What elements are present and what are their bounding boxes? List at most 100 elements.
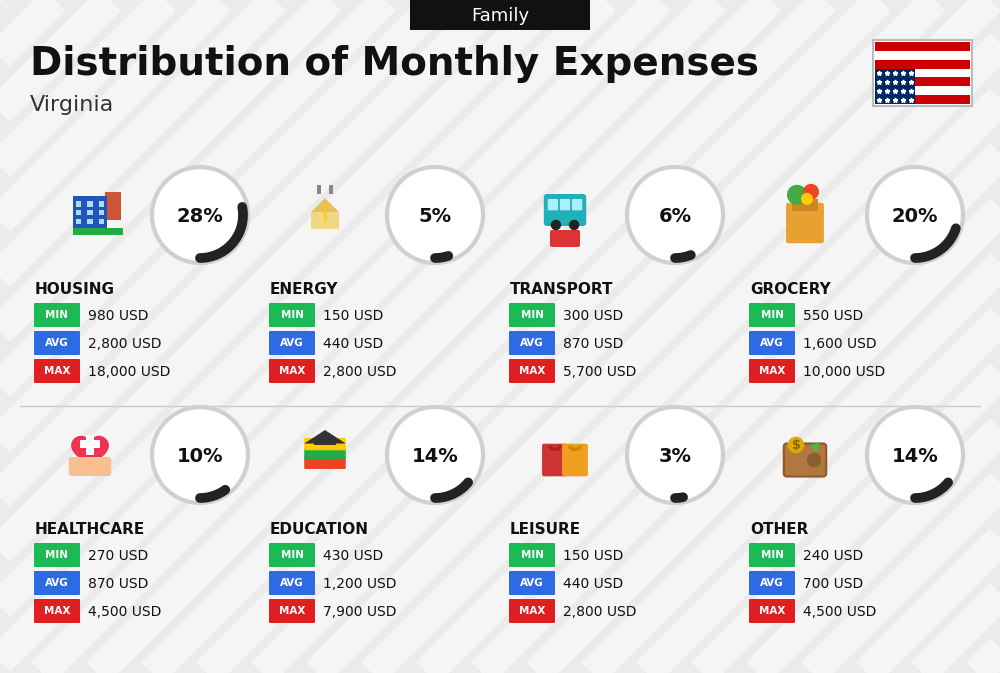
FancyBboxPatch shape — [509, 331, 555, 355]
Text: 2,800 USD: 2,800 USD — [88, 336, 162, 351]
Circle shape — [867, 407, 963, 503]
FancyBboxPatch shape — [269, 543, 315, 567]
Text: AVG: AVG — [280, 339, 304, 349]
FancyBboxPatch shape — [87, 219, 93, 223]
FancyBboxPatch shape — [560, 199, 570, 211]
FancyBboxPatch shape — [548, 199, 558, 211]
Text: 1,600 USD: 1,600 USD — [803, 336, 877, 351]
FancyBboxPatch shape — [786, 203, 824, 243]
Text: EDUCATION: EDUCATION — [270, 522, 369, 538]
FancyBboxPatch shape — [542, 444, 568, 476]
Text: MIN: MIN — [520, 551, 544, 561]
Text: 300 USD: 300 USD — [563, 308, 623, 322]
Text: 440 USD: 440 USD — [323, 336, 383, 351]
Text: HEALTHCARE: HEALTHCARE — [35, 522, 145, 538]
FancyBboxPatch shape — [875, 69, 970, 77]
Text: MAX: MAX — [279, 367, 305, 376]
Text: AVG: AVG — [45, 579, 69, 588]
FancyBboxPatch shape — [749, 359, 795, 383]
Circle shape — [801, 192, 813, 205]
Text: MAX: MAX — [519, 367, 545, 376]
Text: TRANSPORT: TRANSPORT — [510, 283, 614, 297]
Circle shape — [569, 220, 579, 230]
Text: 980 USD: 980 USD — [88, 308, 148, 322]
FancyBboxPatch shape — [87, 201, 93, 207]
FancyBboxPatch shape — [99, 219, 104, 223]
FancyBboxPatch shape — [875, 51, 970, 60]
Text: MIN: MIN — [280, 310, 304, 320]
FancyBboxPatch shape — [76, 210, 81, 215]
Text: 870 USD: 870 USD — [563, 336, 623, 351]
FancyBboxPatch shape — [875, 60, 970, 69]
FancyBboxPatch shape — [76, 201, 81, 207]
FancyBboxPatch shape — [562, 444, 588, 476]
Text: 4,500 USD: 4,500 USD — [803, 604, 876, 618]
Text: 4,500 USD: 4,500 USD — [88, 604, 161, 618]
Text: MAX: MAX — [279, 606, 305, 616]
FancyBboxPatch shape — [311, 213, 339, 229]
Text: 10%: 10% — [177, 446, 223, 466]
FancyBboxPatch shape — [80, 440, 100, 448]
FancyBboxPatch shape — [509, 543, 555, 567]
Circle shape — [152, 407, 248, 503]
Polygon shape — [311, 198, 339, 213]
Text: MIN: MIN — [761, 310, 784, 320]
FancyBboxPatch shape — [73, 228, 122, 234]
Circle shape — [807, 453, 821, 467]
Text: MIN: MIN — [280, 551, 304, 561]
Text: OTHER: OTHER — [750, 522, 808, 538]
Text: MAX: MAX — [759, 606, 785, 616]
Text: 550 USD: 550 USD — [803, 308, 863, 322]
Polygon shape — [321, 200, 329, 230]
Text: Virginia: Virginia — [30, 95, 114, 115]
Text: Family: Family — [471, 7, 529, 25]
Text: MIN: MIN — [761, 551, 784, 561]
FancyBboxPatch shape — [749, 303, 795, 327]
Text: 10,000 USD: 10,000 USD — [803, 365, 885, 378]
Circle shape — [387, 407, 483, 503]
FancyBboxPatch shape — [875, 86, 970, 95]
FancyBboxPatch shape — [76, 219, 81, 223]
Text: AVG: AVG — [280, 579, 304, 588]
FancyBboxPatch shape — [73, 195, 107, 234]
Circle shape — [627, 407, 723, 503]
FancyBboxPatch shape — [304, 456, 346, 469]
Circle shape — [787, 185, 807, 205]
FancyBboxPatch shape — [317, 185, 321, 194]
Circle shape — [551, 220, 561, 230]
FancyBboxPatch shape — [873, 40, 972, 106]
Text: Distribution of Monthly Expenses: Distribution of Monthly Expenses — [30, 45, 759, 83]
Text: 5%: 5% — [418, 207, 452, 225]
FancyBboxPatch shape — [304, 438, 346, 450]
Text: 6%: 6% — [658, 207, 692, 225]
Text: 14%: 14% — [412, 446, 458, 466]
FancyBboxPatch shape — [34, 359, 80, 383]
FancyBboxPatch shape — [749, 543, 795, 567]
FancyBboxPatch shape — [99, 210, 104, 215]
Text: 150 USD: 150 USD — [563, 548, 623, 563]
FancyBboxPatch shape — [99, 201, 104, 207]
Text: 430 USD: 430 USD — [323, 548, 383, 563]
Text: MIN: MIN — [46, 310, 68, 320]
Text: 3%: 3% — [658, 446, 692, 466]
Text: 150 USD: 150 USD — [323, 308, 383, 322]
FancyBboxPatch shape — [105, 192, 120, 220]
FancyBboxPatch shape — [749, 599, 795, 623]
FancyBboxPatch shape — [34, 331, 80, 355]
Circle shape — [803, 184, 819, 200]
FancyBboxPatch shape — [314, 440, 336, 445]
Text: 2,800 USD: 2,800 USD — [323, 365, 396, 378]
Text: 270 USD: 270 USD — [88, 548, 148, 563]
FancyBboxPatch shape — [269, 359, 315, 383]
FancyBboxPatch shape — [572, 199, 582, 211]
FancyBboxPatch shape — [749, 571, 795, 595]
FancyBboxPatch shape — [509, 303, 555, 327]
Polygon shape — [304, 430, 346, 444]
FancyBboxPatch shape — [875, 69, 915, 104]
FancyBboxPatch shape — [749, 331, 795, 355]
Text: MAX: MAX — [44, 606, 70, 616]
Text: MAX: MAX — [44, 367, 70, 376]
Text: $: $ — [792, 439, 800, 452]
Text: 440 USD: 440 USD — [563, 577, 623, 590]
Text: AVG: AVG — [760, 579, 784, 588]
